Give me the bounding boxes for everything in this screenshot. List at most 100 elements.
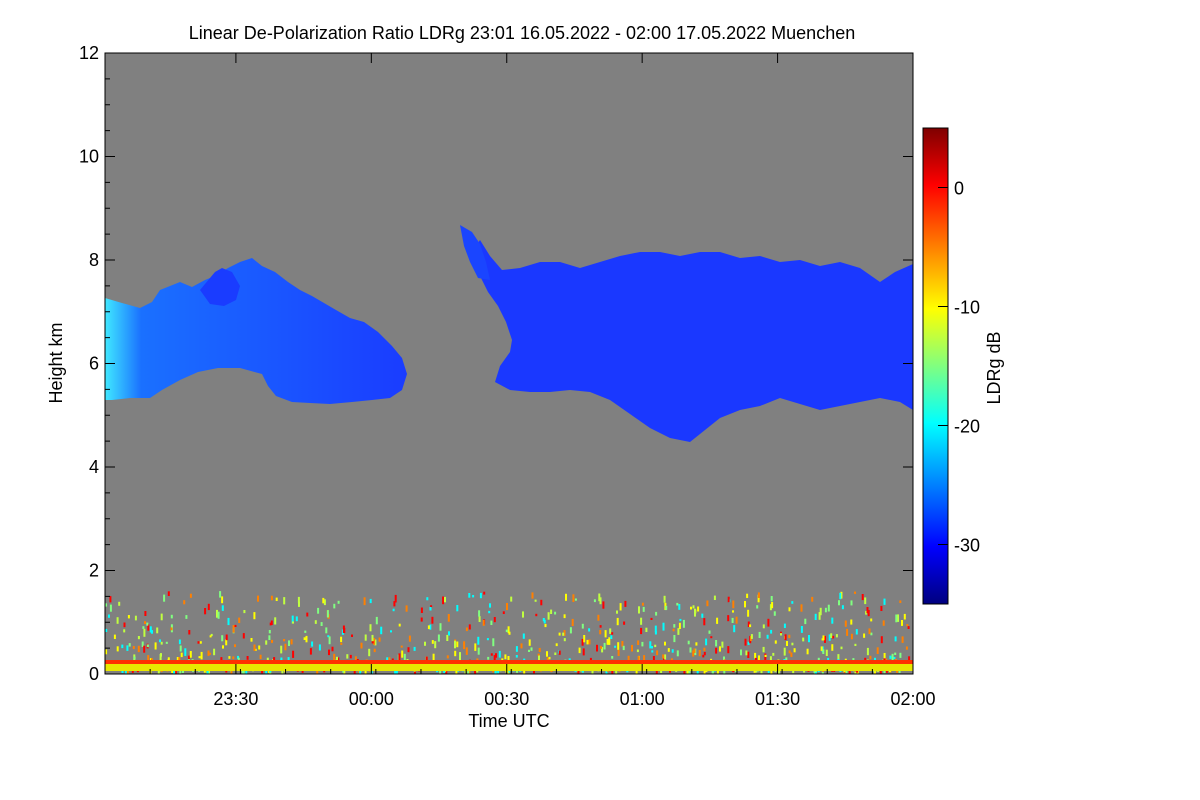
clutter-speck (708, 630, 711, 634)
clutter-speck (611, 656, 614, 659)
clutter-speck (788, 650, 791, 654)
clutter-speck (574, 598, 577, 601)
clutter-speck (690, 606, 692, 610)
clutter-speck (268, 630, 271, 634)
clutter-speck (719, 646, 721, 652)
clutter-speck (897, 614, 899, 622)
clutter-speck (569, 627, 572, 634)
clutter-speck (693, 648, 696, 653)
clutter-speck (528, 649, 530, 652)
clutter-speck (831, 617, 834, 624)
clutter-speck (447, 614, 450, 622)
plot-area (105, 225, 913, 674)
clutter-speck (642, 606, 645, 612)
clutter-speck (477, 636, 480, 645)
cloud-layer-left (105, 258, 407, 404)
clutter-speck (746, 593, 749, 598)
clutter-speck (818, 612, 821, 620)
clutter-speck (762, 624, 765, 629)
clutter-speck (242, 633, 245, 639)
y-tick-label-4: 8 (89, 250, 99, 270)
clutter-speck (854, 643, 857, 646)
clutter-speck (292, 621, 294, 624)
clutter-speck (522, 611, 524, 618)
clutter-speck (340, 642, 343, 645)
clutter-speck (846, 628, 849, 636)
clutter-speck (271, 639, 273, 643)
clutter-speck (227, 617, 230, 626)
clutter-speck (268, 635, 271, 640)
clutter-speck (791, 601, 794, 604)
clutter-speck (662, 654, 665, 659)
clutter-speck (641, 602, 644, 606)
clutter-speck (463, 641, 466, 650)
clutter-speck (824, 607, 827, 613)
clutter-speck (905, 646, 908, 650)
clutter-speck (786, 641, 788, 646)
clutter-speck (456, 605, 459, 612)
clutter-speck (400, 645, 403, 648)
clutter-speck (588, 628, 591, 632)
clutter-speck (257, 595, 259, 602)
clutter-speck (689, 647, 692, 653)
clutter-speck (398, 653, 401, 661)
clutter-speck (123, 622, 126, 628)
clutter-speck (113, 634, 116, 639)
clutter-speck (189, 593, 192, 598)
clutter-speck (221, 605, 224, 611)
clutter-speck (588, 639, 591, 645)
clutter-speck (652, 656, 655, 663)
clutter-speck (408, 635, 411, 642)
clutter-speck (515, 655, 518, 658)
clutter-speck (431, 640, 434, 644)
clutter-speck (354, 656, 357, 664)
clutter-speck (640, 627, 643, 635)
clutter-speck (456, 641, 459, 648)
clutter-speck (619, 603, 622, 611)
clutter-speck (882, 620, 885, 626)
clutter-speck (831, 644, 834, 651)
clutter-speck (250, 638, 253, 642)
clutter-speck (839, 592, 842, 600)
clutter-speck (197, 641, 200, 644)
clutter-speck (747, 651, 750, 658)
clutter-speck (439, 623, 442, 631)
clutter-speck (715, 640, 718, 647)
clutter-speck (219, 591, 222, 598)
clutter-speck (867, 610, 870, 617)
colorbar-tick-label-0: 0 (954, 179, 964, 199)
clutter-speck (373, 648, 376, 653)
clutter-speck (290, 639, 293, 645)
clutter-speck (199, 641, 202, 644)
clutter-speck (547, 612, 550, 620)
clutter-speck (701, 613, 704, 618)
clutter-speck (510, 596, 513, 602)
clutter-speck (883, 653, 886, 659)
clutter-speck (454, 650, 457, 657)
clutter-speck (676, 650, 679, 657)
clutter-speck (446, 634, 449, 641)
clutter-speck (546, 651, 548, 657)
clutter-speck (430, 605, 433, 608)
clutter-speck (427, 625, 430, 630)
clutter-speck (493, 655, 496, 662)
clutter-speck (504, 654, 507, 660)
clutter-speck (822, 649, 825, 654)
clutter-speck (126, 645, 129, 651)
clutter-speck (665, 605, 668, 610)
clutter-speck (213, 648, 216, 656)
clutter-speck (627, 655, 630, 661)
clutter-speck (581, 623, 584, 629)
clutter-speck (160, 641, 163, 645)
clutter-speck (804, 618, 807, 625)
clutter-speck (727, 596, 730, 603)
clutter-speck (672, 628, 675, 632)
clutter-speck (121, 644, 124, 649)
clutter-speck (105, 603, 107, 607)
clutter-speck (649, 641, 652, 649)
y-tick-label-3: 6 (89, 354, 99, 374)
clutter-speck (420, 607, 423, 613)
x-axis-label: Time UTC (468, 711, 549, 731)
clutter-speck (740, 649, 742, 656)
clutter-speck (821, 638, 824, 641)
